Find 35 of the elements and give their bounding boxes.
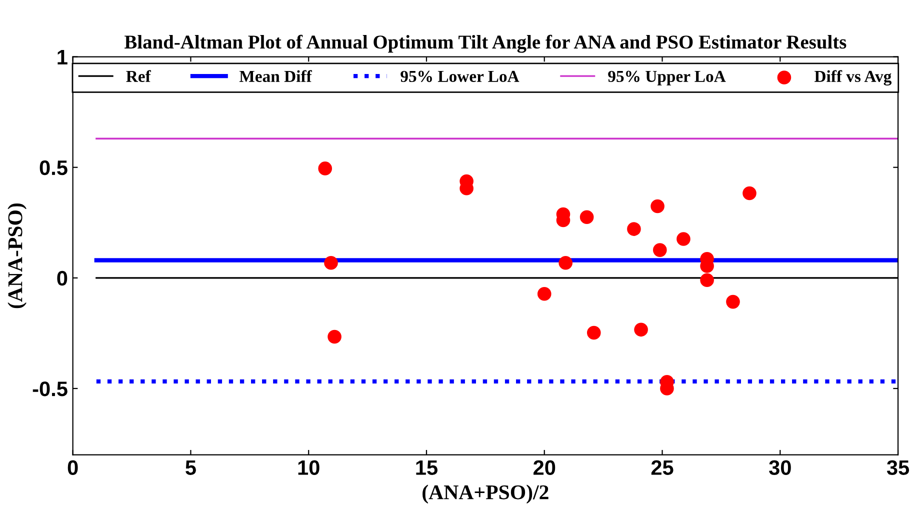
y-tick-label: -0.5	[32, 381, 68, 396]
point	[537, 286, 552, 301]
point	[580, 210, 594, 224]
y-tick-label: 0	[57, 270, 68, 286]
legend-label: 95% Lower LoA	[400, 70, 520, 82]
point	[634, 322, 648, 337]
point	[627, 222, 641, 236]
point	[324, 256, 338, 270]
point	[700, 273, 714, 288]
x-tick-label: 30	[769, 460, 791, 476]
x-tick-label: 10	[298, 460, 320, 475]
point	[586, 326, 601, 340]
point	[558, 256, 572, 270]
x-tick-label: 25	[651, 460, 674, 475]
x-tick-label: 35	[886, 460, 910, 476]
point	[650, 199, 664, 214]
point	[742, 186, 756, 200]
point	[652, 243, 667, 257]
legend-label: Diff vs Avg	[814, 70, 892, 86]
x-tick-label: 20	[534, 460, 556, 475]
x-tick-label: 0	[68, 460, 78, 475]
point	[676, 232, 690, 246]
chart-title: Bland-Altman Plot of Annual Optimum Tilt Angle for ANA and PSO Estimator Results	[124, 34, 846, 53]
y-tick-label: 0.5	[40, 160, 68, 176]
point	[726, 294, 740, 309]
y-axis-title: (ANA-PSO)	[8, 203, 27, 308]
legend-label: 95% Upper LoA	[608, 70, 726, 86]
x-axis-title: (ANA+PSO)/2	[422, 484, 548, 504]
point	[318, 162, 332, 176]
point	[328, 330, 342, 344]
y-tick-label: 1	[58, 50, 68, 64]
x-tick-label: 15	[416, 460, 438, 475]
legend-label: Ref	[126, 70, 151, 82]
legend-label: Mean Diff	[239, 70, 312, 82]
x-tick-label: 5	[186, 460, 196, 475]
